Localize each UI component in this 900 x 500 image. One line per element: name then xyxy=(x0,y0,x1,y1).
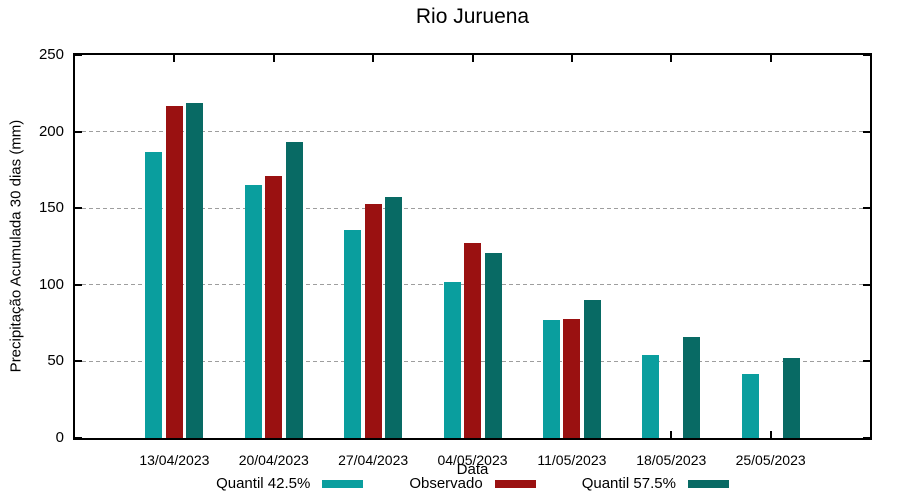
bar xyxy=(484,252,502,438)
legend-label: Quantil 57.5% xyxy=(581,475,676,492)
legend-swatch xyxy=(322,479,364,488)
legend-item: Observado xyxy=(409,475,536,492)
y-tick-right xyxy=(863,207,870,210)
y-tick-left xyxy=(75,437,82,439)
y-tick-right xyxy=(863,437,870,439)
y-tick-left xyxy=(75,130,82,133)
bar xyxy=(443,281,461,438)
legend-item: Quantil 57.5% xyxy=(582,475,729,492)
legend-label: Observado xyxy=(409,475,483,492)
x-tick-label: 04/05/2023 xyxy=(437,452,508,468)
x-tick-top xyxy=(670,55,673,62)
chart-title: Rio Juruena xyxy=(415,5,530,28)
bar xyxy=(683,336,701,438)
y-tick-left xyxy=(75,360,82,363)
y-tick-label: 150 xyxy=(38,199,64,217)
legend-item: Quantil 42.5% xyxy=(216,475,364,492)
y-tick-label: 50 xyxy=(47,352,64,370)
legend-label: Quantil 42.5% xyxy=(216,475,311,492)
bar xyxy=(285,142,303,438)
bar xyxy=(165,105,183,438)
x-tick-label: 27/04/2023 xyxy=(338,452,409,468)
x-tick-top xyxy=(471,55,474,62)
bar xyxy=(563,318,581,438)
legend-swatch xyxy=(687,479,729,488)
x-tick-bottom xyxy=(769,431,772,438)
bar xyxy=(583,300,601,438)
y-tick-right xyxy=(863,360,870,363)
bar xyxy=(364,203,382,438)
bar xyxy=(265,176,283,438)
bar xyxy=(145,151,163,438)
bar xyxy=(464,243,481,438)
bar xyxy=(186,102,204,438)
x-tick-label: 18/05/2023 xyxy=(636,452,707,468)
y-tick-label: 250 xyxy=(38,46,64,63)
x-tick-top xyxy=(372,55,375,62)
y-tick-label: 200 xyxy=(38,122,64,140)
y-axis-label: Precipitação Acumulada 30 dias (mm) xyxy=(7,119,25,373)
x-axis-label: Data xyxy=(456,461,489,478)
x-tick-top xyxy=(173,55,176,62)
bar xyxy=(542,320,560,438)
x-tick-top xyxy=(570,55,573,62)
y-tick-left xyxy=(75,54,82,56)
y-tick-right xyxy=(863,130,870,133)
x-tick-label: 25/05/2023 xyxy=(735,452,806,468)
legend: Quantil 42.5% Observado Quantil 57.5% xyxy=(73,475,872,492)
y-tick-left xyxy=(75,207,82,210)
y-tick-label: 0 xyxy=(55,429,64,446)
y-tick-right xyxy=(863,283,870,286)
bar xyxy=(385,197,403,438)
y-tick-left xyxy=(75,283,82,286)
bar xyxy=(741,373,759,438)
bar xyxy=(344,229,362,438)
y-tick-right xyxy=(863,54,870,56)
legend-swatch xyxy=(494,479,536,488)
plot-area xyxy=(73,53,872,440)
gridline-150 xyxy=(75,207,870,209)
x-tick-label: 20/04/2023 xyxy=(238,452,309,468)
x-tick-label: 13/04/2023 xyxy=(139,452,210,468)
gridline-200 xyxy=(75,131,870,133)
x-tick-top xyxy=(272,55,275,62)
bar xyxy=(782,358,800,438)
x-tick-top xyxy=(769,55,772,62)
x-tick-bottom xyxy=(670,431,673,438)
bar xyxy=(642,355,660,438)
x-tick-label: 11/05/2023 xyxy=(537,452,607,468)
bar xyxy=(244,185,262,438)
y-tick-label: 100 xyxy=(38,275,64,293)
